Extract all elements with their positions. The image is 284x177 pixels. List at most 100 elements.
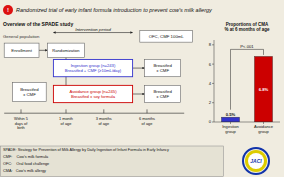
timeline-tick (66, 109, 67, 113)
breastfed-right-top-box (145, 59, 181, 76)
timeline-label-line: of age (142, 121, 153, 126)
randomization-box-label: Randomization (52, 48, 80, 53)
y-tick (212, 102, 214, 103)
alert-icon (3, 5, 13, 15)
bar-title-line: % at 6 months of age (224, 27, 270, 32)
bar-chart: Proportions of CMA% at 6 months of age 0.… (209, 22, 280, 135)
breastfed-right-top-box-label: Breastfed± CMF (153, 63, 172, 73)
bar-title-line: Proportions of CMA (226, 22, 269, 27)
footnote-line-line: CMA: Cow's milk allergy (3, 169, 46, 173)
logo-text-line: JACI (250, 158, 262, 164)
y-tick-label-line: 0 (209, 119, 212, 124)
value-label: 6.8% (259, 87, 269, 92)
timeline-label: Within 5days ofbirth (14, 116, 28, 130)
timeline-tick (147, 109, 148, 113)
y-tick-label: 8 (209, 42, 212, 47)
ingestion-box-label: Ingestion group (n=243)Breastfed + CMF (… (65, 63, 122, 73)
x-tick-label: Avoidancegroup (254, 124, 274, 134)
y-tick-label-line: 4 (209, 81, 212, 86)
background (0, 0, 284, 177)
enroll-arrow (39, 50, 47, 51)
ofc-box (140, 31, 193, 43)
alert-mark-line: ! (7, 7, 9, 13)
timeline-tick (103, 109, 104, 113)
value-label-line: 0.5% (226, 112, 236, 117)
p-value-bracket (231, 49, 264, 109)
enroll-box (4, 43, 39, 57)
y-tick-label-line: 6 (209, 62, 212, 67)
breastfed-right-bottom-box-label-line: ± CMF (156, 94, 169, 99)
timeline-label-line: of age (98, 121, 109, 126)
y-tick-label: 6 (209, 62, 212, 67)
y-tick (212, 83, 214, 84)
x-tick-label: Ingestiongroup (222, 124, 239, 134)
breastfed-right-bottom-box (145, 85, 181, 102)
p-value-label-line: P<.001 (240, 44, 254, 49)
footnote-line: CMA: Cow's milk allergy (3, 169, 46, 173)
randomization-box (47, 43, 84, 57)
timeline-label-line: of age (61, 121, 72, 126)
footnote-line: OFC: Oral food challenge (3, 162, 49, 166)
x-tick-label-line: group (258, 129, 269, 134)
subtitle: Overview of the SPADE study (3, 21, 73, 27)
breastfed-right-bottom-box-label: Breastfed± CMF (153, 89, 172, 99)
ingestion-arrow (133, 68, 145, 69)
timeline-label-line: birth (17, 125, 25, 130)
value-label-line: 6.8% (259, 87, 269, 92)
y-tick-label-line: 2 (209, 100, 212, 105)
ingestion-box (53, 59, 132, 76)
bar-title: Proportions of CMA% at 6 months of age (224, 22, 270, 32)
timeline-tick (21, 109, 22, 113)
footnote-line-line: CMF: Cow's milk formula (3, 155, 49, 159)
avoidance-box-label: Avoidance group (n=245)Breastfed ± soy f… (69, 89, 117, 99)
bar (221, 117, 239, 122)
randomization-box-label-line: Randomization (52, 48, 80, 53)
bar (254, 56, 272, 122)
y-tick (212, 44, 214, 45)
enroll-box-label: Enrollment (11, 48, 32, 53)
x-axis (214, 122, 280, 123)
avoidance-arrow (133, 94, 145, 95)
logo: JACI (243, 148, 269, 174)
breastfed-left-box-label-line: ± CMF (23, 92, 36, 97)
footnote-line: CMF: Cow's milk formula (3, 155, 49, 159)
logo-text: JACI (250, 158, 262, 164)
y-tick-label: 2 (209, 100, 212, 105)
y-tick (212, 64, 214, 65)
ingestion-box-label-line: Breastfed + CMF (≥10mL/day) (65, 68, 122, 73)
avoidance-box-label-line: Breastfed ± soy formula (71, 94, 116, 99)
footnote-line-line: OFC: Oral food challenge (3, 162, 49, 166)
footnote-line: SPADE: Strategy for Prevention of Milk A… (3, 148, 169, 152)
title: Randomized trial of early infant formula… (16, 7, 213, 13)
p-value-label: P<.001 (240, 44, 254, 49)
ofc-box-label-line: OFC, CMF 100mL (149, 34, 185, 39)
population-label-line: General population (3, 34, 40, 39)
breastfed-left-box (13, 82, 47, 101)
enroll-box-label-line: Enrollment (11, 48, 32, 53)
timeline-label: 1 monthof age (59, 116, 73, 126)
intervention-arrow (53, 32, 132, 33)
bars (221, 56, 272, 122)
logo-outer (243, 148, 269, 174)
logo-ring (245, 150, 267, 172)
footnote-line-line: SPADE: Strategy for Prevention of Milk A… (3, 148, 169, 152)
page: ! Randomized trial of early infant formul… (0, 0, 284, 177)
x-tick-label-line: group (225, 129, 236, 134)
y-tick-label-line: 8 (209, 42, 212, 47)
footnote: SPADE: Strategy for Prevention of Milk A… (1, 146, 224, 177)
timeline (4, 113, 184, 114)
breastfed-left-box-label: Breastfed± CMF (20, 87, 39, 97)
logo-center (248, 153, 264, 169)
avoidance-box (53, 85, 132, 102)
y-axis (214, 40, 215, 122)
alert-mark: ! (7, 7, 9, 13)
subtitle-line: Overview of the SPADE study (3, 21, 73, 27)
timeline-label: 6 monthsof age (139, 116, 155, 126)
footnote-box (1, 146, 224, 177)
timeline-label: 3 monthsof age (96, 116, 112, 126)
y-tick (212, 122, 214, 123)
intervention-label-line: Intervention period (75, 27, 111, 32)
y-tick-label: 0 (209, 119, 212, 124)
breastfed-right-top-box-label-line: ± CMF (156, 68, 169, 73)
intervention-label: Intervention period (75, 27, 111, 32)
